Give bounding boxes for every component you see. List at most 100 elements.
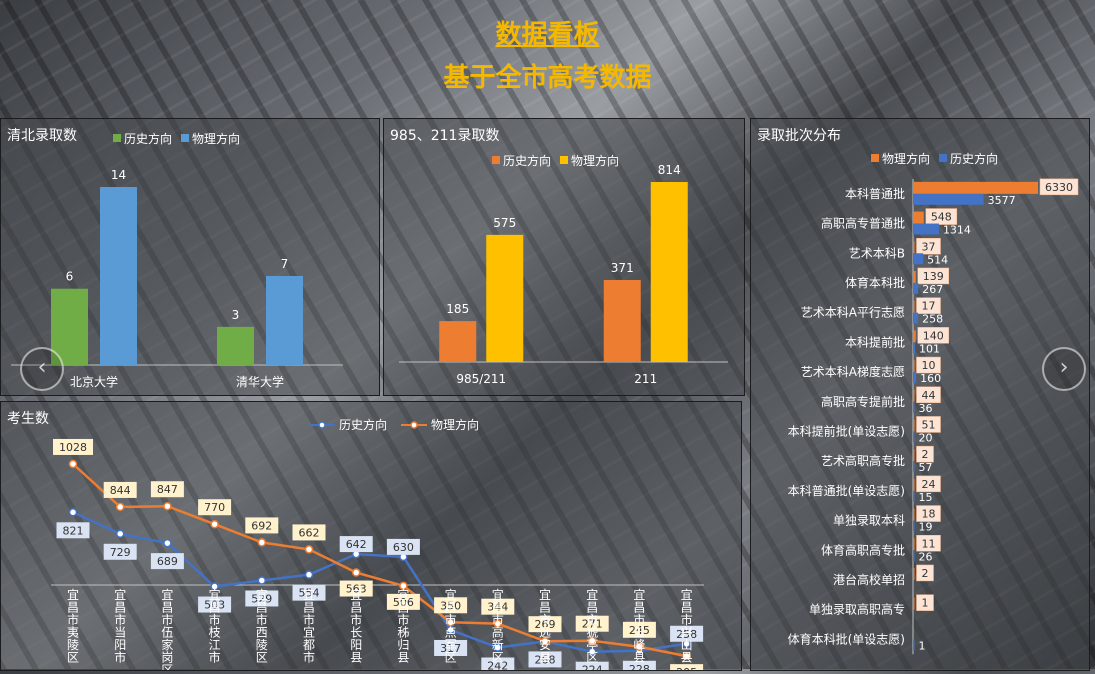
bar [913,508,915,521]
data-label-box [292,524,326,541]
category-label: 单独录取本科 [833,514,905,528]
point-value-label: 205 [676,666,697,670]
category-label: 宜昌市点军区 [445,587,457,665]
data-point [257,538,267,547]
point-value-label: 228 [629,663,650,670]
bar [913,223,939,235]
legend-swatch [492,156,500,164]
data-label-box [916,297,941,314]
bar-value-label: 267 [922,283,943,296]
legend-label: 物理方向 [882,151,930,166]
bar-value-label: 140 [923,329,944,342]
bar-value-label: 258 [922,313,943,326]
legend-swatch [871,154,879,162]
data-point [587,647,597,656]
category-label: 宜昌市高新区 [492,587,504,665]
bar-value-label: 575 [493,216,516,230]
data-point [351,568,361,577]
bar [913,193,984,205]
category-label: 宜昌市五峰县 [633,587,645,665]
bar [913,449,915,462]
next-arrow-icon[interactable]: › [1042,347,1086,391]
panel-title: 录取批次分布 [757,128,841,144]
bar-value-label: 814 [658,163,681,177]
bar [913,211,924,224]
data-point [68,459,78,469]
legend-swatch [560,156,568,164]
data-label-box [575,615,609,632]
bar [913,330,916,343]
panel-title: 清北录取数 [7,128,77,144]
data-point [635,642,644,652]
category-label: 体育本科批 [845,275,905,290]
bar-value-label: 44 [922,389,936,402]
data-label-box [916,535,941,552]
point-value-label: 224 [582,664,603,670]
category-label: 艺术本科A平行志愿 [801,306,905,320]
category-label: 体育本科批(单设志愿) [788,631,905,646]
bar-value-label: 19 [919,521,933,534]
panel-candidates: 考生数 历史方向 物理方向 821 729 689 503 529 554 642 630 317 2… [0,401,742,674]
bar [913,270,916,283]
legend-label: 物理方向 [431,417,479,432]
panel-title: 985、211录取数 [390,128,500,144]
data-point [257,576,267,585]
point-value-label: 770 [204,501,225,514]
bar-value-label: 185 [446,302,469,316]
data-point [210,582,219,591]
data-label-box [528,616,562,633]
point-value-label: 268 [535,653,556,666]
category-label: 高职高专普通批 [821,216,905,231]
prev-arrow-icon[interactable]: ‹ [20,347,64,391]
bar [913,342,915,354]
data-point [304,570,314,579]
data-label-box [53,438,93,455]
bar-value-label: 139 [923,270,944,283]
bar-value-label: 26 [919,550,933,563]
bar [650,182,688,362]
point-value-label: 506 [393,596,414,609]
point-value-label: 317 [440,642,461,655]
bar [439,321,477,362]
header: 数据看板 基于全市高考数据 [0,14,1095,94]
data-label-box [198,499,232,516]
panel-qingbei: 清北录取数 历史方向 物理方向 6 14 北京大学 3 7 清华大学 [0,118,380,396]
data-label-box [481,598,515,615]
bar-value-label: 37 [922,240,936,253]
category-label: 985/211 [456,372,506,386]
category-label: 宜昌市伍家岗区 [161,587,173,670]
data-point [682,651,691,661]
bar [266,276,303,365]
bar-value-label: 15 [919,491,933,504]
data-label-box [339,580,373,597]
bar [913,461,915,473]
category-label: 本科普通批(单设志愿) [788,483,905,498]
data-point [540,636,550,646]
category-label: 北京大学 [70,374,118,389]
data-label-box [103,543,137,560]
data-label-box [528,651,562,668]
bar-value-label: 11 [922,537,936,550]
category-label: 宜昌市兴山县 [681,587,693,665]
data-label-box [434,639,468,656]
data-label-box [670,625,704,642]
category-label: 宜昌市西陵区 [256,587,268,665]
category-label: 清华大学 [236,374,284,389]
bar [913,241,915,254]
data-label-box [1039,178,1079,196]
data-point [68,508,78,517]
bar-value-label: 3 [232,308,240,322]
point-value-label: 554 [299,587,320,600]
point-value-label: 269 [535,618,556,631]
data-label-box [916,416,941,433]
data-label-box [150,553,184,570]
bar-value-label: 10 [922,359,936,372]
legend-marker [318,421,326,429]
bar [913,401,915,413]
point-value-label: 258 [676,628,697,641]
bar-value-label: 14 [111,168,126,182]
data-label-box [245,517,279,534]
bar-value-label: 101 [919,342,940,355]
data-point [304,545,314,554]
